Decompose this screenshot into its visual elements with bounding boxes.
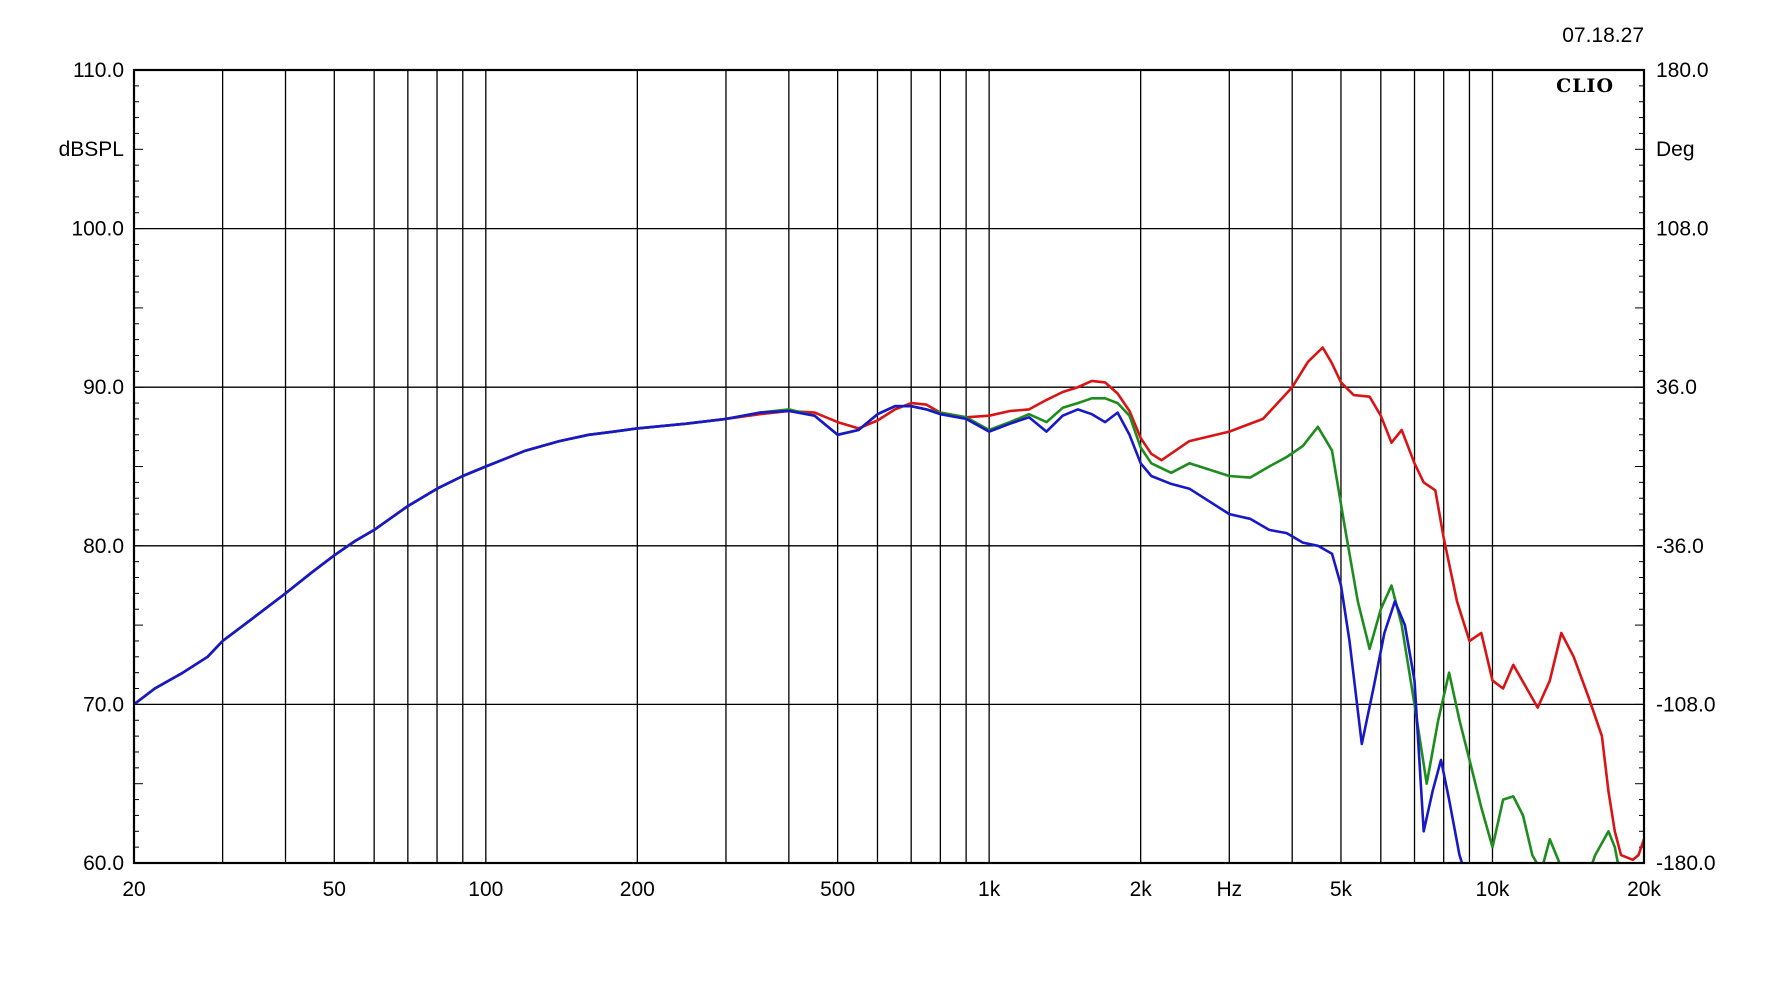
x-tick-label: 20k xyxy=(1627,878,1661,901)
y2-tick-label: 108.0 xyxy=(1656,218,1709,241)
label-layer: 07.18.27 CLIO dBSPL Deg Hz 60.0 70.0 80.0 9… xyxy=(59,24,1716,901)
y-tick-label: 70.0 xyxy=(83,693,124,716)
timestamp: 07.18.27 xyxy=(1562,24,1644,47)
right-axis-unit: Deg xyxy=(1656,138,1695,161)
series-line-3 xyxy=(134,404,1464,863)
x-tick-label: 10k xyxy=(1476,878,1510,901)
y2-tick-label: -36.0 xyxy=(1656,535,1704,558)
series-line-1 xyxy=(134,346,1644,862)
y-tick-label: 80.0 xyxy=(83,535,124,558)
y-tick-label: 100.0 xyxy=(71,218,124,241)
y-tick-label: 60.0 xyxy=(83,852,124,875)
y2-tick-label: -108.0 xyxy=(1656,693,1716,716)
x-tick-label: 5k xyxy=(1330,878,1353,901)
series-layer xyxy=(134,346,1644,863)
y2-tick-label: 180.0 xyxy=(1656,59,1709,82)
y2-tick-label: -180.0 xyxy=(1656,852,1716,875)
x-tick-label: 2k xyxy=(1130,878,1153,901)
y-tick-label: 110.0 xyxy=(73,59,124,82)
x-tick-label: 100 xyxy=(468,878,503,901)
plot-frame xyxy=(132,68,1646,865)
x-tick-label: 20 xyxy=(122,878,145,901)
x-tick-label: 500 xyxy=(820,878,855,901)
y2-tick-label: 36.0 xyxy=(1656,376,1697,399)
clio-logo: CLIO xyxy=(1556,75,1614,97)
x-tick-label: 200 xyxy=(620,878,655,901)
x-tick-label: 50 xyxy=(323,878,346,901)
x-tick-label: 1k xyxy=(978,878,1001,901)
left-axis-unit: dBSPL xyxy=(59,138,124,161)
y-tick-label: 90.0 xyxy=(83,376,124,399)
x-axis-unit: Hz xyxy=(1216,878,1242,901)
